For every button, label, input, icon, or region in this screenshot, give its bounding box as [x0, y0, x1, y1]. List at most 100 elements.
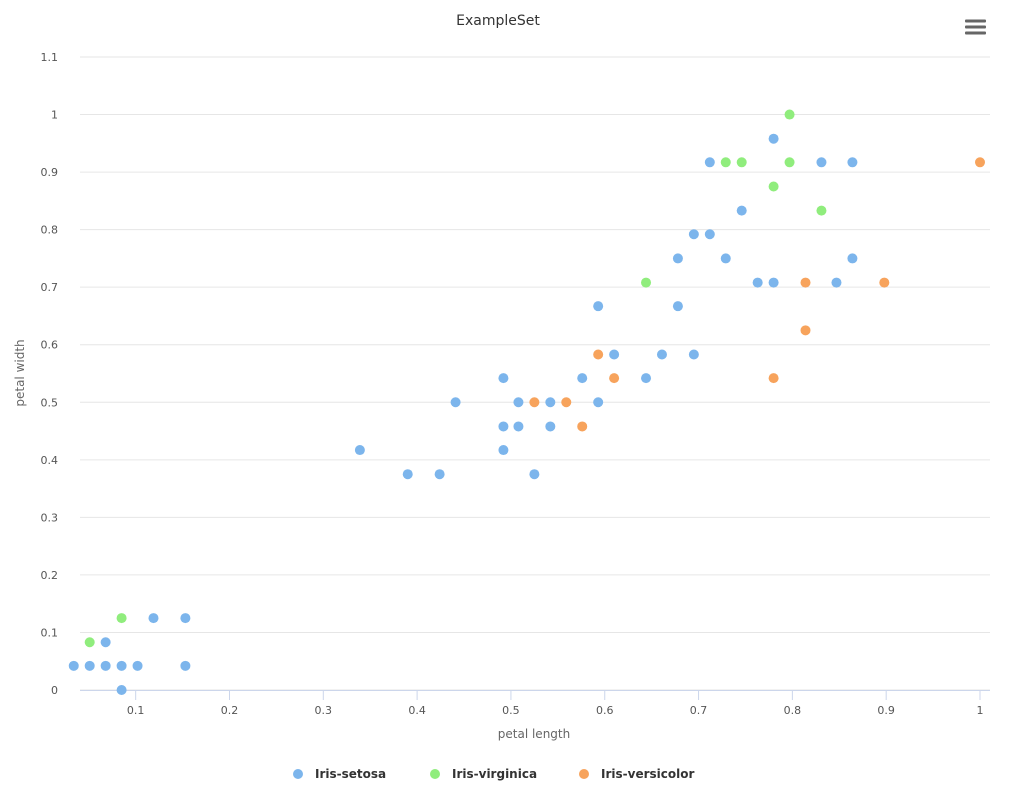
legend-item-iris-versicolor[interactable]: Iris-versicolor	[579, 767, 694, 781]
scatter-point[interactable]	[752, 277, 763, 288]
y-tick-label: 1.1	[41, 51, 59, 64]
scatter-point[interactable]	[847, 253, 858, 264]
scatter-point[interactable]	[545, 421, 556, 432]
y-tick-label: 0.8	[41, 224, 59, 237]
y-tick-label: 0.1	[41, 626, 59, 639]
scatter-point[interactable]	[402, 469, 413, 480]
scatter-point[interactable]	[434, 469, 445, 480]
scatter-point[interactable]	[498, 373, 509, 384]
x-tick-label: 0.6	[596, 704, 614, 717]
scatter-point[interactable]	[672, 301, 683, 312]
scatter-point[interactable]	[688, 229, 699, 240]
scatter-point[interactable]	[116, 685, 127, 695]
scatter-point[interactable]	[116, 613, 127, 624]
scatter-point[interactable]	[513, 397, 524, 408]
scatter-point[interactable]	[498, 445, 509, 456]
scatter-point[interactable]	[180, 613, 191, 624]
x-axis-title: petal length	[498, 727, 570, 741]
scatter-point[interactable]	[768, 373, 779, 384]
y-axis-tick-labels: 0 0.1 0.2 0.3 0.4 0.5 0.6 0.7 0.8 0.9 1 1.1	[41, 51, 59, 697]
scatter-point[interactable]	[132, 660, 143, 671]
scatter-point[interactable]	[768, 181, 779, 192]
scatter-point[interactable]	[641, 373, 652, 384]
legend-label: Iris-setosa	[315, 767, 386, 781]
legend-marker	[293, 769, 303, 779]
scatter-point[interactable]	[593, 349, 604, 360]
scatter-point[interactable]	[847, 157, 858, 168]
scatter-point[interactable]	[816, 157, 827, 168]
legend-marker	[579, 769, 589, 779]
scatter-point[interactable]	[656, 349, 667, 360]
x-tick-label: 0.8	[784, 704, 802, 717]
y-tick-label: 0	[51, 684, 58, 697]
x-axis-tick-labels: 0.1 0.2 0.3 0.4 0.5 0.6 0.7 0.8 0.9 1	[127, 704, 984, 717]
scatter-point[interactable]	[498, 421, 509, 432]
series-iris-versicolor	[529, 157, 985, 432]
scatter-point[interactable]	[68, 660, 79, 671]
legend-label: Iris-virginica	[452, 767, 537, 781]
legend-item-iris-setosa[interactable]: Iris-setosa	[293, 767, 386, 781]
scatter-point[interactable]	[879, 277, 890, 288]
scatter-point[interactable]	[736, 157, 747, 168]
y-tick-label: 0.5	[41, 396, 59, 409]
x-tick-label: 0.7	[690, 704, 708, 717]
scatter-point[interactable]	[593, 301, 604, 312]
y-tick-label: 0.6	[41, 339, 59, 352]
scatter-point[interactable]	[704, 229, 715, 240]
scatter-point[interactable]	[784, 109, 795, 120]
scatter-point[interactable]	[529, 469, 540, 480]
y-tick-label: 1	[51, 109, 58, 122]
scatter-point[interactable]	[116, 660, 127, 671]
scatter-point[interactable]	[100, 660, 111, 671]
scatter-point[interactable]	[641, 277, 652, 288]
x-tick-label: 0.3	[315, 704, 333, 717]
scatter-point[interactable]	[148, 613, 159, 624]
hamburger-menu-icon[interactable]	[965, 19, 986, 35]
scatter-point[interactable]	[84, 637, 95, 648]
scatter-point[interactable]	[529, 397, 540, 408]
scatter-point[interactable]	[180, 660, 191, 671]
x-tick-label: 1	[977, 704, 984, 717]
series-iris-virginica	[84, 109, 827, 648]
scatter-point[interactable]	[831, 277, 842, 288]
scatter-point[interactable]	[816, 205, 827, 216]
scatter-point[interactable]	[609, 373, 620, 384]
scatter-point[interactable]	[545, 397, 556, 408]
scatter-point[interactable]	[100, 637, 111, 648]
scatter-point[interactable]	[800, 277, 811, 288]
scatter-point[interactable]	[720, 157, 731, 168]
y-tick-label: 0.4	[41, 454, 59, 467]
scatter-point[interactable]	[688, 349, 699, 360]
scatter-point[interactable]	[354, 445, 365, 456]
scatter-point[interactable]	[450, 397, 461, 408]
scatter-point[interactable]	[513, 421, 524, 432]
scatter-point[interactable]	[577, 373, 588, 384]
scatter-point[interactable]	[784, 157, 795, 168]
scatter-point[interactable]	[672, 253, 683, 264]
data-points	[68, 109, 985, 695]
chart-title: ExampleSet	[456, 13, 540, 29]
scatter-point[interactable]	[84, 660, 95, 671]
scatter-point[interactable]	[561, 397, 572, 408]
scatter-point[interactable]	[720, 253, 731, 264]
context-menu-button[interactable]	[958, 14, 988, 42]
x-tick-label: 0.5	[502, 704, 520, 717]
series-iris-setosa	[68, 133, 858, 695]
y-axis-title: petal width	[13, 339, 27, 406]
x-tick-label: 0.1	[127, 704, 145, 717]
scatter-point[interactable]	[768, 277, 779, 288]
scatter-point[interactable]	[704, 157, 715, 168]
scatter-point[interactable]	[736, 205, 747, 216]
legend: Iris-setosa Iris-virginica Iris-versicolor	[293, 767, 694, 781]
scatter-point[interactable]	[975, 157, 985, 168]
scatter-point[interactable]	[768, 133, 779, 144]
x-tick-label: 0.2	[221, 704, 239, 717]
scatter-point[interactable]	[609, 349, 620, 360]
x-tick-label: 0.9	[877, 704, 895, 717]
scatter-point[interactable]	[577, 421, 588, 432]
gridlines	[80, 56, 990, 691]
scatter-point[interactable]	[593, 397, 604, 408]
legend-item-iris-virginica[interactable]: Iris-virginica	[430, 767, 537, 781]
scatter-point[interactable]	[800, 325, 811, 336]
